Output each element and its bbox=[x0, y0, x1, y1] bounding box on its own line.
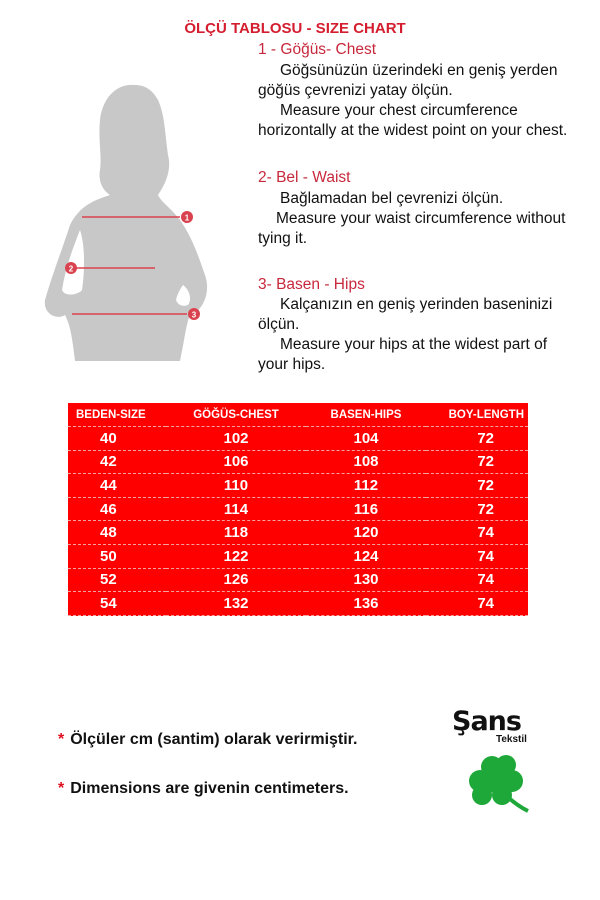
table-row: 42 106 108 72 bbox=[68, 450, 528, 475]
header-hips: BASEN-HIPS bbox=[306, 403, 426, 427]
chest-heading: 1 - Göğüs- Chest bbox=[258, 41, 377, 58]
text-line: ölçün. bbox=[258, 316, 300, 333]
cell-size: 54 bbox=[68, 591, 166, 616]
header-size: BEDEN-SIZE bbox=[68, 403, 166, 427]
cell-size: 46 bbox=[68, 497, 166, 522]
marker-2-label: 2 bbox=[69, 265, 74, 274]
clover-icon bbox=[469, 755, 529, 813]
cell-length: 72 bbox=[426, 473, 528, 498]
cell-hips: 124 bbox=[306, 544, 426, 569]
text-line: Measure your waist circumference without bbox=[276, 210, 566, 227]
cell-size: 42 bbox=[68, 450, 166, 475]
note-units-en: * Dimensions are givenin centimeters. bbox=[58, 780, 349, 798]
cell-chest: 118 bbox=[166, 520, 306, 545]
table-row: 44 110 112 72 bbox=[68, 473, 528, 498]
text-line: your hips. bbox=[258, 356, 326, 373]
cell-hips: 112 bbox=[306, 473, 426, 498]
cell-size: 40 bbox=[68, 426, 166, 451]
header-chest: GÖĞÜS-CHEST bbox=[166, 403, 306, 427]
page-title: ÖLÇÜ TABLOSU - SIZE CHART bbox=[184, 20, 406, 37]
asterisk: * bbox=[58, 731, 65, 748]
asterisk: * bbox=[58, 780, 65, 797]
text-line: Measure your chest circumference bbox=[280, 102, 518, 119]
text-line: Göğsünüzün üzerindeki en geniş yerden bbox=[280, 62, 558, 79]
text-line: göğüs çevrenizi yatay ölçün. bbox=[258, 82, 453, 99]
waist-heading: 2- Bel - Waist bbox=[258, 169, 351, 186]
silhouette bbox=[44, 84, 208, 361]
chest-description: Göğsünüzün üzerindeki en geniş yerden gö… bbox=[258, 61, 598, 141]
cell-chest: 126 bbox=[166, 568, 306, 593]
table-header-row: BEDEN-SIZE GÖĞÜS-CHEST BASEN-HIPS BOY-LE… bbox=[68, 403, 528, 427]
cell-size: 50 bbox=[68, 544, 166, 569]
table-row: 54 132 136 74 bbox=[68, 591, 528, 616]
cell-chest: 114 bbox=[166, 497, 306, 522]
text-line: horizontally at the widest point on your… bbox=[258, 122, 568, 139]
cell-length: 72 bbox=[426, 426, 528, 451]
cell-length: 74 bbox=[426, 520, 528, 545]
cell-chest: 110 bbox=[166, 473, 306, 498]
table-row: 46 114 116 72 bbox=[68, 497, 528, 522]
cell-length: 74 bbox=[426, 568, 528, 593]
cell-hips: 130 bbox=[306, 568, 426, 593]
body-silhouette-figure: 1 2 3 bbox=[44, 84, 208, 361]
marker-3-label: 3 bbox=[192, 311, 197, 320]
cell-chest: 106 bbox=[166, 450, 306, 475]
cell-size: 44 bbox=[68, 473, 166, 498]
note-text: Dimensions are givenin centimeters. bbox=[70, 780, 349, 797]
cell-chest: 102 bbox=[166, 426, 306, 451]
marker-1-label: 1 bbox=[185, 214, 190, 223]
header-length: BOY-LENGTH bbox=[426, 403, 528, 427]
cell-length: 74 bbox=[426, 544, 528, 569]
note-units-tr: * Ölçüler cm (santim) olarak verirmiştir. bbox=[58, 731, 357, 749]
brand-logo: Şans Tekstil bbox=[452, 708, 538, 820]
logo-sub: Tekstil bbox=[496, 734, 527, 745]
cell-hips: 108 bbox=[306, 450, 426, 475]
text-line: Kalçanızın en geniş yerinden baseninizi bbox=[280, 296, 553, 313]
marker-2 bbox=[65, 262, 77, 274]
table-row: 52 126 130 74 bbox=[68, 568, 528, 593]
cell-length: 72 bbox=[426, 450, 528, 475]
cell-size: 48 bbox=[68, 520, 166, 545]
text-line: Measure your hips at the widest part of bbox=[280, 336, 548, 353]
cell-hips: 136 bbox=[306, 591, 426, 616]
hips-heading: 3- Basen - Hips bbox=[258, 276, 365, 293]
waist-description: Bağlamadan bel çevrenizi ölçün. Measure … bbox=[258, 189, 598, 249]
cell-chest: 132 bbox=[166, 591, 306, 616]
table-row: 48 118 120 74 bbox=[68, 520, 528, 545]
cell-length: 72 bbox=[426, 497, 528, 522]
logo-name: Şans bbox=[452, 706, 522, 737]
marker-3 bbox=[188, 308, 200, 320]
text-line: tying it. bbox=[258, 230, 308, 247]
cell-size: 52 bbox=[68, 568, 166, 593]
size-table: BEDEN-SIZE GÖĞÜS-CHEST BASEN-HIPS BOY-LE… bbox=[68, 403, 528, 616]
table-row: 50 122 124 74 bbox=[68, 544, 528, 569]
cell-hips: 116 bbox=[306, 497, 426, 522]
cell-chest: 122 bbox=[166, 544, 306, 569]
marker-1 bbox=[181, 211, 193, 223]
text-line: Bağlamadan bel çevrenizi ölçün. bbox=[280, 190, 504, 207]
note-text: Ölçüler cm (santim) olarak verirmiştir. bbox=[70, 731, 358, 748]
hips-description: Kalçanızın en geniş yerinden baseninizi … bbox=[258, 295, 598, 375]
table-row: 40 102 104 72 bbox=[68, 426, 528, 451]
cell-hips: 104 bbox=[306, 426, 426, 451]
cell-length: 74 bbox=[426, 591, 528, 616]
cell-hips: 120 bbox=[306, 520, 426, 545]
